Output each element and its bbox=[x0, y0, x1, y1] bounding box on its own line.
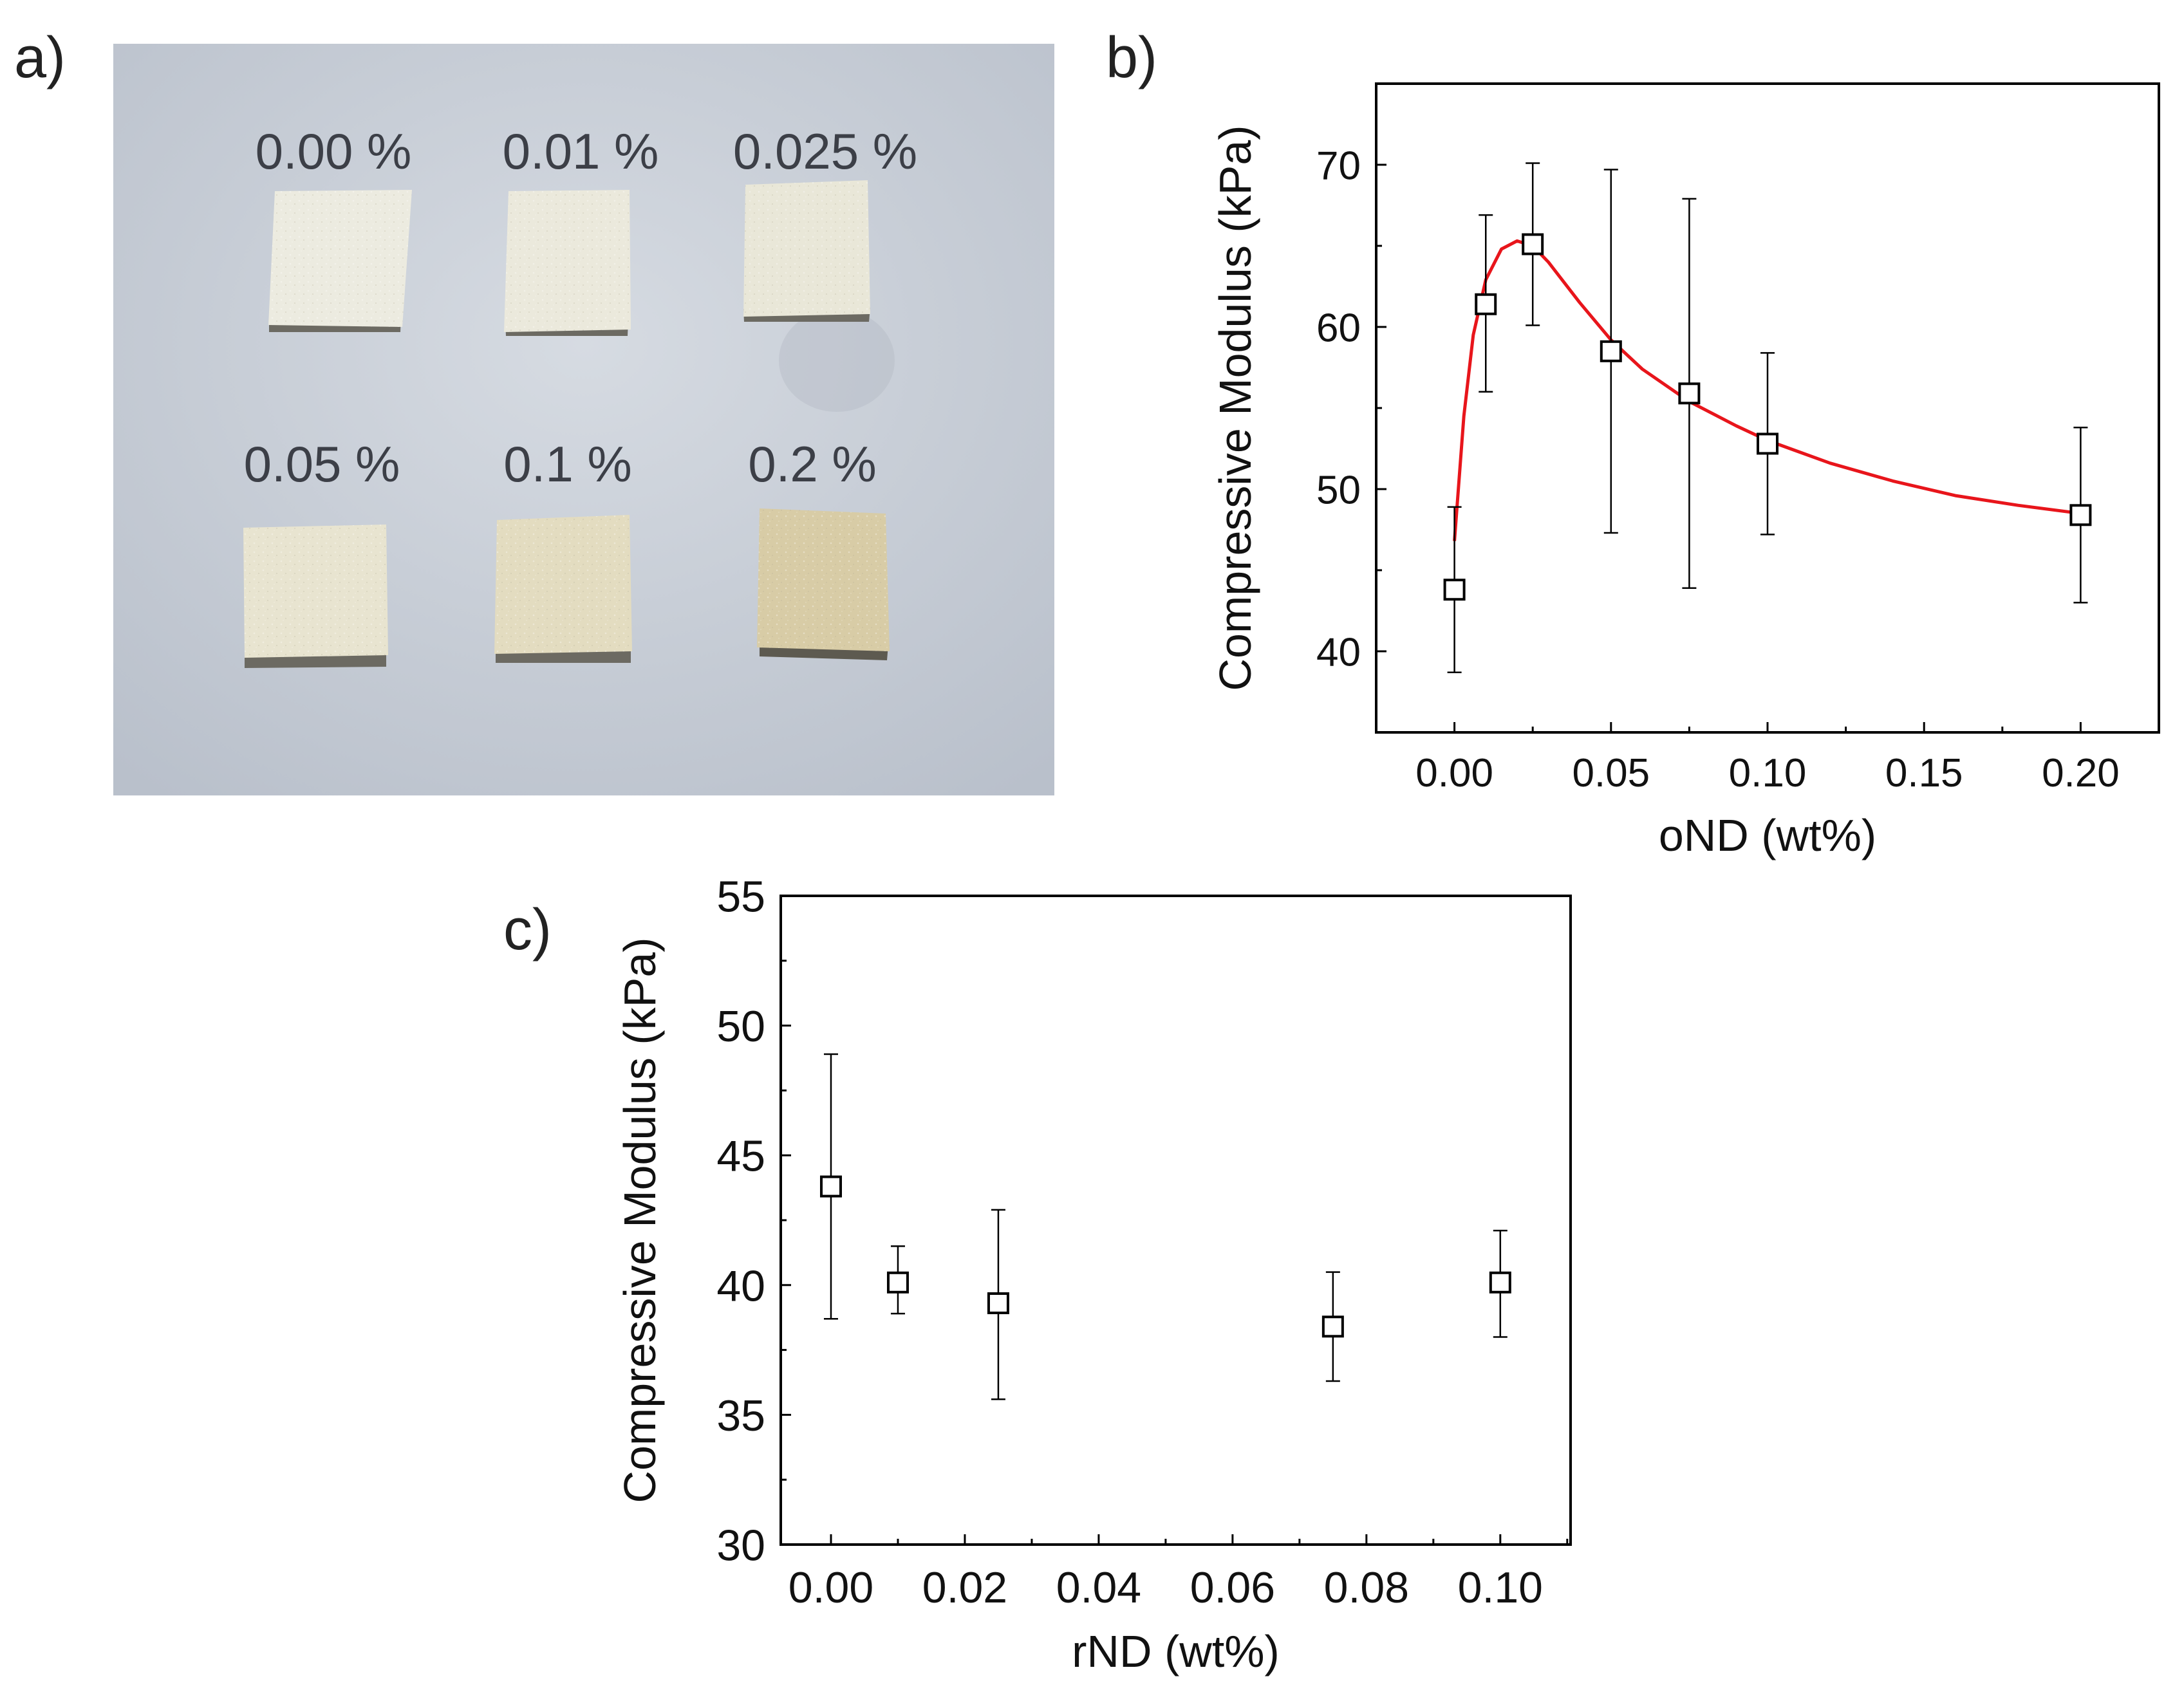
sample-label: 0.00 % bbox=[256, 123, 412, 180]
y-tick-label: 50 bbox=[716, 1002, 765, 1051]
data-point bbox=[2069, 504, 2092, 526]
y-tick-label: 50 bbox=[1316, 468, 1361, 512]
chart-c: 0.00 0.02 0.04 0.06 0.08 0.10 30 35 40 45 50 55 rND … bbox=[615, 872, 1572, 1676]
x-tick-label: 0.10 bbox=[1729, 751, 1807, 795]
panel-label-a: a) bbox=[14, 26, 66, 90]
y-tick-label: 70 bbox=[1316, 144, 1361, 188]
x-tick-label: 0.08 bbox=[1324, 1563, 1409, 1612]
x-tick-label: 0.00 bbox=[1415, 751, 1493, 795]
data-point bbox=[1678, 382, 1701, 405]
photo-panel: 0.00 % 0.01 % 0.025 % 0.05 % 0.1 % bbox=[113, 44, 1054, 795]
sample-label: 0.05 % bbox=[244, 436, 400, 492]
sample-texture bbox=[757, 508, 890, 651]
photo-background bbox=[113, 44, 1054, 795]
y-tick-label: 55 bbox=[716, 872, 765, 921]
sample-texture bbox=[743, 180, 870, 317]
data-point bbox=[1522, 233, 1544, 255]
photo-smudge bbox=[779, 309, 895, 412]
y-axis-label: Compressive Modulus (kPa) bbox=[615, 937, 665, 1503]
y-tick-label: 40 bbox=[716, 1261, 765, 1310]
sample-label: 0.025 % bbox=[733, 123, 917, 180]
y-tick-label: 40 bbox=[1316, 630, 1361, 674]
y-axis-label: Compressive Modulus (kPa) bbox=[1210, 125, 1260, 691]
data-point bbox=[1600, 340, 1622, 362]
x-tick-label: 0.10 bbox=[1458, 1563, 1543, 1612]
y-tick-label: 60 bbox=[1316, 306, 1361, 350]
sample-texture bbox=[494, 515, 632, 654]
x-tick-label: 0.06 bbox=[1190, 1563, 1275, 1612]
x-tick-label: 0.20 bbox=[2042, 751, 2120, 795]
data-point bbox=[1475, 293, 1497, 315]
x-tick-label: 0.00 bbox=[789, 1563, 873, 1612]
sample-texture bbox=[243, 525, 388, 658]
plot-frame bbox=[779, 895, 1572, 1546]
y-tick-label: 30 bbox=[716, 1521, 765, 1570]
data-point bbox=[1321, 1315, 1344, 1338]
panel-label-b: b) bbox=[1106, 26, 1157, 90]
photo-sample-6: 0.2 % bbox=[748, 436, 890, 660]
data-point bbox=[886, 1271, 909, 1294]
data-point bbox=[1489, 1271, 1511, 1294]
photo-sample-3: 0.025 % bbox=[733, 123, 917, 322]
y-tick-label: 35 bbox=[716, 1391, 765, 1440]
panel-label-c: c) bbox=[503, 898, 552, 962]
sample-label: 0.2 % bbox=[748, 436, 876, 492]
x-tick-label: 0.02 bbox=[922, 1563, 1007, 1612]
x-axis-label: oND (wt%) bbox=[1659, 810, 1876, 860]
sample-label: 0.1 % bbox=[503, 436, 631, 492]
data-point bbox=[1443, 579, 1466, 601]
y-tick-label: 45 bbox=[716, 1132, 765, 1181]
data-point bbox=[1757, 432, 1778, 455]
chart-b: 0.00 0.05 0.10 0.15 0.20 40 50 60 70 oND (wt%) Com… bbox=[1210, 82, 2160, 860]
sample-texture bbox=[504, 190, 631, 332]
photo-sample-1: 0.00 % bbox=[256, 123, 412, 332]
x-tick-label: 0.05 bbox=[1572, 751, 1650, 795]
photo-sample-2: 0.01 % bbox=[503, 123, 659, 336]
sample-texture bbox=[268, 190, 412, 327]
sample-label: 0.01 % bbox=[503, 123, 659, 180]
data-point bbox=[987, 1292, 1009, 1315]
x-axis-label: rND (wt%) bbox=[1072, 1626, 1280, 1676]
photo-sample-5: 0.1 % bbox=[494, 436, 632, 663]
x-tick-label: 0.04 bbox=[1056, 1563, 1141, 1612]
x-tick-label: 0.15 bbox=[1885, 751, 1963, 795]
photo-sample-4: 0.05 % bbox=[243, 436, 400, 668]
data-point bbox=[819, 1175, 842, 1198]
